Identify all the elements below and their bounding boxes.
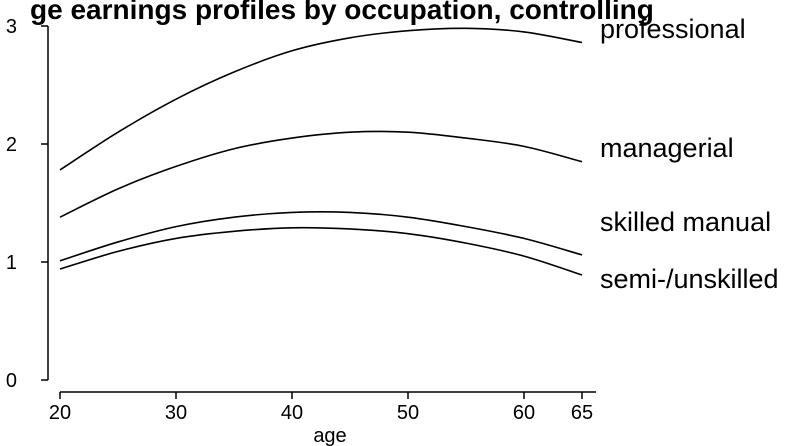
series-line-professional: [59, 27, 583, 171]
x-tick-label: 30: [165, 402, 187, 424]
series-label: professional: [600, 14, 746, 44]
x-tick-label: 50: [397, 402, 419, 424]
x-tick-label: 60: [513, 402, 535, 424]
x-axis-ticks: 20 30 40 50 60 65: [49, 392, 593, 424]
x-tick-label: 20: [49, 402, 71, 424]
y-tick-label: 1: [6, 252, 17, 274]
series-line-managerial: [59, 130, 583, 218]
y-tick-label: 0: [6, 370, 17, 392]
series-label: skilled manual: [600, 207, 771, 237]
x-tick-label: 65: [571, 402, 593, 424]
series-label: semi-/unskilled: [600, 264, 779, 294]
series-lines: [59, 27, 583, 276]
series-labels: professional managerial skilled manual semi…: [600, 14, 779, 294]
x-axis-title: age: [313, 425, 346, 446]
y-axis-ticks: 0 1 2 3: [6, 16, 48, 392]
y-tick-label: 2: [6, 134, 17, 156]
series-line-semi-unskilled: [59, 226, 583, 276]
series-label: managerial: [600, 133, 734, 163]
chart-title: ge earnings profiles by occupation, cont…: [30, 0, 654, 25]
y-tick-label: 3: [6, 16, 17, 38]
series-line-skilled-manual: [59, 211, 583, 262]
x-tick-label: 40: [281, 402, 303, 424]
